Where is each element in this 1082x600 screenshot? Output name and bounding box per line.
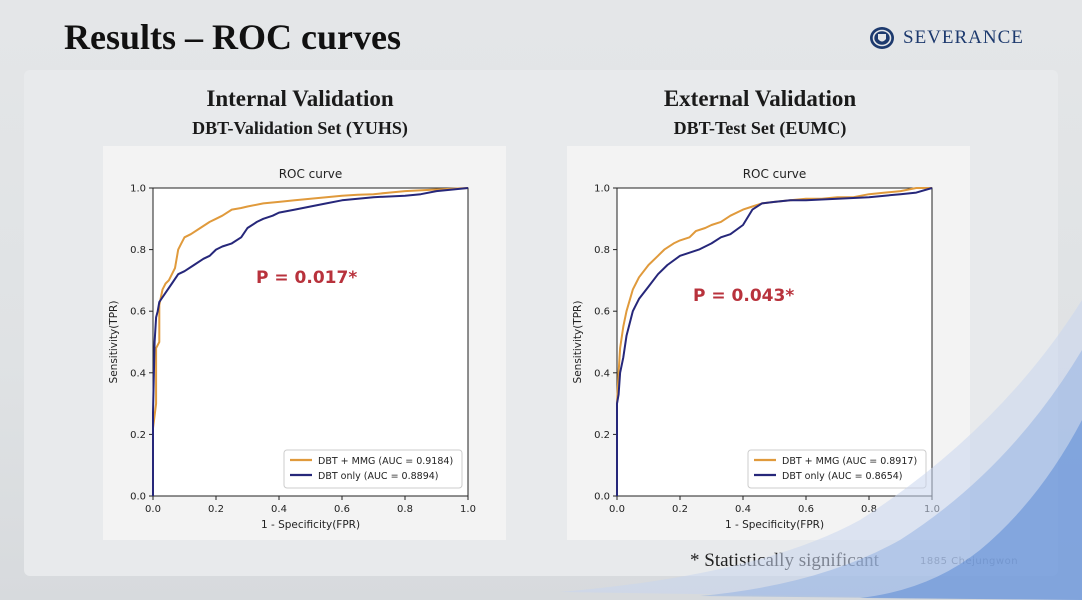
panel-heading-internal: Internal Validation	[206, 86, 394, 111]
y-tick-label: 1.0	[594, 184, 610, 195]
chart-title: ROC curve	[743, 167, 807, 181]
p-value-annotation: P = 0.043*	[693, 286, 794, 306]
panel-subheading-external: DBT-Test Set (EUMC)	[673, 118, 847, 138]
x-tick-label: 0.0	[609, 504, 625, 515]
y-tick-label: 1.0	[130, 184, 146, 195]
y-tick-label: 0.2	[594, 430, 610, 441]
roc-chart-external: ROC curve 0.0 0.2 0.4 0.6 0.8 1.0 0.0 0.2 0.4 0.6 0…	[567, 146, 970, 540]
x-tick-label: 0.4	[271, 504, 287, 515]
severance-logo: SEVERANCE	[868, 24, 1024, 52]
x-tick-label: 0.6	[334, 504, 350, 515]
x-tick-label: 0.8	[397, 504, 413, 515]
x-tick-label: 0.2	[208, 504, 224, 515]
x-tick-label: 0.0	[145, 504, 161, 515]
logo-text: SEVERANCE	[903, 27, 1024, 48]
y-tick-label: 0.8	[130, 245, 146, 256]
roc-series-line-1	[152, 187, 469, 496]
shield-emblem-icon	[870, 27, 894, 49]
x-tick-label: 0.8	[861, 504, 877, 515]
significance-footnote: * Statistically significant	[690, 550, 879, 571]
y-tick-label: 0.0	[130, 492, 146, 503]
x-tick-label: 0.2	[672, 504, 688, 515]
slide-title: Results – ROC curves	[64, 17, 401, 57]
legend-entry: DBT + MMG (AUC = 0.8917)	[782, 456, 917, 467]
panel-heading-external: External Validation	[663, 86, 857, 111]
roc-chart-external-svg: ROC curve 0.0 0.2 0.4 0.6 0.8 1.0 0.0 0.2 0.4 0.6 0…	[572, 167, 940, 531]
y-axis-label: Sensitivity(TPR)	[108, 301, 120, 384]
chart-title: ROC curve	[279, 167, 343, 181]
x-axis-label: 1 - Specificity(FPR)	[261, 519, 360, 531]
y-tick-label: 0.4	[130, 368, 146, 379]
panel-subheading-internal: DBT-Validation Set (YUHS)	[192, 118, 408, 138]
legend-entry: DBT only (AUC = 0.8654)	[782, 471, 903, 482]
x-tick-label: 0.4	[735, 504, 751, 515]
roc-chart-internal-svg: ROC curve 0.0 0.2 0.4 0.6 0.8 1.0 0.0 0.2 0.4 0.6 0…	[108, 167, 476, 531]
x-tick-label: 0.6	[798, 504, 814, 515]
y-tick-label: 0.6	[130, 307, 146, 318]
footer-brand: 1885 Chejungwon	[920, 556, 1019, 567]
legend-entry: DBT + MMG (AUC = 0.9184)	[318, 456, 453, 467]
x-axis-label: 1 - Specificity(FPR)	[725, 519, 824, 531]
y-axis-label: Sensitivity(TPR)	[572, 301, 584, 384]
y-tick-label: 0.4	[594, 368, 610, 379]
roc-chart-internal: ROC curve 0.0 0.2 0.4 0.6 0.8 1.0 0.0 0.2 0.4 0.6 0…	[103, 146, 506, 540]
legend-entry: DBT only (AUC = 0.8894)	[318, 471, 439, 482]
x-tick-label: 1.0	[924, 504, 940, 515]
legend-box	[283, 449, 463, 489]
x-tick-label: 1.0	[460, 504, 476, 515]
y-tick-label: 0.8	[594, 245, 610, 256]
p-value-annotation: P = 0.017*	[256, 268, 357, 288]
y-tick-label: 0.2	[130, 430, 146, 441]
y-tick-label: 0.6	[594, 307, 610, 318]
plot-frame	[152, 187, 469, 497]
y-tick-label: 0.0	[594, 492, 610, 503]
